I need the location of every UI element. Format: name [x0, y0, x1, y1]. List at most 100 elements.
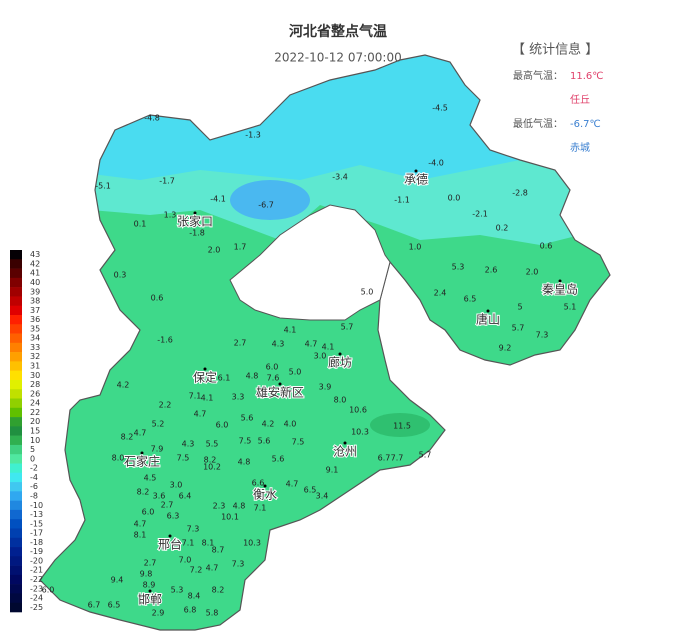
station-value: 8.1 — [202, 539, 215, 548]
city-label: 保定 — [193, 370, 217, 385]
station-value: 7.9 — [151, 445, 164, 454]
station-value: 0.1 — [134, 220, 147, 229]
city-label: 承德 — [404, 172, 428, 187]
city-label: 张家口 — [177, 214, 213, 229]
station-value: 4.3 — [272, 340, 285, 349]
station-value: 10.2 — [203, 463, 221, 472]
city-label: 唐山 — [476, 312, 500, 327]
station-value: 6.5 — [108, 601, 121, 610]
station-value: 7.5 — [177, 454, 190, 463]
station-value: 0.0 — [448, 194, 461, 203]
legend-label: 37 — [30, 306, 40, 315]
station-value: 5.2 — [152, 420, 165, 429]
legend-label: -24 — [30, 594, 43, 603]
station-value: 8.2 — [121, 433, 134, 442]
legend-swatch — [10, 277, 22, 288]
legend-label: 35 — [30, 324, 40, 333]
station-value: 9.4 — [111, 576, 124, 585]
legend-swatch — [10, 537, 22, 548]
station-value: 5.3 — [452, 263, 465, 272]
legend-label: -22 — [30, 575, 43, 584]
station-value: 8.2 — [204, 456, 217, 465]
min-value: -6.7℃ — [570, 119, 601, 130]
station-value: 4.1 — [284, 326, 297, 335]
station-value: 8.9 — [143, 581, 156, 590]
legend-swatch — [10, 259, 22, 269]
legend-label: -2 — [30, 464, 38, 473]
legend-swatch — [10, 389, 22, 399]
legend-label: -13 — [30, 510, 43, 519]
legend-label: -25 — [30, 603, 43, 612]
station-value: 10.6 — [349, 406, 367, 415]
station-value: 4.2 — [117, 381, 130, 390]
city-label: 秦皇岛 — [542, 282, 578, 297]
station-value: -1.1 — [394, 196, 410, 205]
station-value: 7.3 — [232, 560, 245, 569]
station-value: 6.0 — [142, 508, 155, 517]
station-value: -2.1 — [472, 210, 488, 219]
station-value: 6.0 — [42, 586, 55, 595]
city-dot — [343, 441, 347, 445]
station-value: 7.2 — [190, 566, 203, 575]
station-value: 4.1 — [201, 394, 214, 403]
station-value: 5.7 — [419, 451, 432, 460]
station-value: 6.7 — [88, 601, 101, 610]
station-value: 6.3 — [167, 512, 180, 521]
coldest-region — [230, 180, 310, 220]
station-value: -1.8 — [189, 229, 205, 238]
legend-label: -10 — [30, 501, 43, 510]
title: 河北省整点气温 — [289, 23, 387, 40]
legend-swatch — [10, 565, 22, 576]
legend-label: 39 — [30, 287, 40, 296]
max-value: 11.6℃ — [570, 71, 604, 82]
legend-label: 5 — [30, 445, 35, 454]
legend-swatch — [10, 444, 22, 455]
legend-label: 31 — [30, 362, 40, 371]
legend-label: 40 — [30, 278, 40, 287]
legend-label: 32 — [30, 352, 40, 361]
station-value: 5.3 — [171, 586, 184, 595]
station-value: 4.1 — [322, 343, 335, 352]
station-value: 4.7 — [305, 340, 318, 349]
station-value: 4.8 — [246, 372, 259, 381]
station-value: -1.7 — [159, 177, 175, 186]
station-value: 7.3 — [536, 331, 549, 340]
station-value: 6.7 — [378, 454, 391, 463]
station-value: 5.0 — [361, 288, 374, 297]
legend-label: -23 — [30, 584, 43, 593]
station-value: 8.2 — [212, 586, 225, 595]
station-value: 8.2 — [137, 488, 150, 497]
city-dot — [338, 352, 342, 356]
legend-label: 20 — [30, 417, 40, 426]
station-value: 7.1 — [182, 539, 195, 548]
station-value: 4.8 — [233, 502, 246, 511]
station-value: 3.9 — [319, 383, 332, 392]
legend-swatch — [10, 602, 22, 613]
station-value: 7.1 — [189, 392, 202, 401]
legend-swatch — [10, 472, 22, 483]
station-value: 6.0 — [216, 421, 229, 430]
time: 2022-10-12 07:00:00 — [274, 51, 401, 65]
station-value: 8.1 — [134, 531, 147, 540]
station-value: 2.7 — [234, 339, 247, 348]
station-value: 1.3 — [164, 211, 177, 220]
legend-label: 34 — [30, 334, 40, 343]
legend-label: 26 — [30, 389, 40, 398]
station-value: 8.0 — [334, 396, 347, 405]
city-label: 衡水 — [253, 488, 277, 502]
legend-label: -18 — [30, 538, 43, 547]
station-value: 7.1 — [254, 504, 267, 513]
city-label: 廊坊 — [328, 355, 352, 370]
station-value: 3.0 — [170, 481, 183, 490]
station-value: 4.7 — [134, 429, 147, 438]
station-value: 5.6 — [258, 437, 271, 446]
legend-swatch — [10, 500, 22, 511]
station-value: 7.6 — [267, 374, 280, 383]
station-value: 6.1 — [218, 374, 231, 383]
station-value: 7.0 — [179, 556, 192, 565]
station-value: 2.7 — [161, 501, 174, 510]
station-value: 11.5 — [393, 422, 411, 431]
legend-swatch — [10, 361, 22, 371]
legend-swatch — [10, 250, 22, 260]
legend-label: -6 — [30, 482, 38, 491]
